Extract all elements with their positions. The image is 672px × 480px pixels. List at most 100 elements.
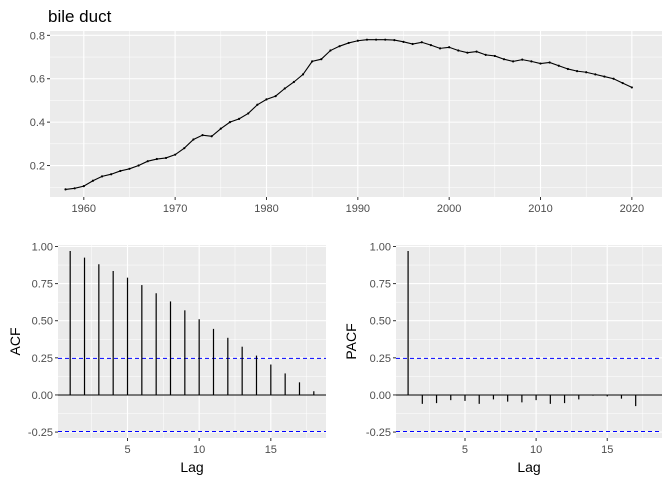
y-tick-label: 0.2 [30,161,45,173]
data-point [320,58,323,61]
y-tick-label: -0.25 [366,427,391,439]
data-point [347,41,350,45]
data-point [402,40,405,43]
y-tick-label: 0.8 [30,30,45,42]
data-point [91,179,95,182]
data-point [73,187,76,190]
panel-background [50,31,662,197]
chart-title: bile duct [48,7,112,26]
pacf-panel: 5 10 15 -0.25 0.00 0.25 0.50 0.75 1.00 Lag PACF [343,241,662,475]
data-point [438,47,442,50]
data-point [448,46,451,49]
x-tick-label: 2020 [620,203,644,215]
y-tick-label: 0.00 [32,390,53,402]
data-point [247,112,250,115]
y-tick-label: 1.00 [370,241,391,253]
x-tick-label: 2010 [528,203,552,215]
data-point [429,44,433,47]
panel-background [396,245,662,438]
data-point [110,173,113,176]
data-point [484,53,487,56]
x-tick-label: 10 [193,444,205,456]
time-series-panel: 1960 1970 1980 1990 2000 2010 2020 0.2 0.4 0.6 0.8 [30,30,662,215]
data-point [411,42,414,46]
data-point [502,58,506,61]
y-tick-label: 0.6 [30,74,45,86]
data-point [512,60,515,63]
data-point [603,75,606,78]
data-point [100,175,104,178]
data-point [201,134,204,137]
data-point [365,38,369,41]
data-point [274,94,277,98]
x-tick-label: 2000 [437,203,461,215]
data-point [155,157,158,161]
data-point [292,80,295,84]
data-point [356,39,359,42]
y-tick-label: 0.25 [370,353,391,365]
x-tick-label: 15 [601,444,613,456]
data-point [475,50,478,53]
data-point [493,54,496,58]
data-point [530,60,533,63]
data-point [119,169,122,173]
y-tick-label: 0.75 [32,279,53,291]
data-point [457,49,460,52]
y-tick-label: 0.50 [370,316,391,328]
acf-panel: 5 10 15 -0.25 0.00 0.25 0.50 0.75 1.00 Lag ACF [7,241,326,475]
data-point [301,73,305,76]
data-point [566,67,570,71]
data-point [521,58,524,61]
data-point [466,51,469,54]
y-tick-label: 0.75 [370,279,391,291]
data-point [237,117,241,120]
data-point [192,138,195,141]
data-point [621,81,624,85]
data-point [265,98,268,101]
data-point [228,121,232,124]
data-point [374,38,378,41]
data-point [630,86,633,89]
data-point [128,167,131,170]
y-tick-label: 0.50 [32,316,53,328]
data-point [338,45,341,48]
data-point [612,77,615,80]
y-tick-label: 1.00 [32,241,53,253]
data-point [311,60,314,63]
data-point [219,127,222,130]
data-point [283,87,286,90]
y-tick-label: 0.00 [370,390,391,402]
data-point [82,185,85,188]
data-point [137,164,140,167]
y-axis-title: PACF [343,323,359,359]
panel-background [58,245,326,438]
data-point [393,39,396,42]
x-tick-label: 10 [530,444,542,456]
y-tick-label: 0.25 [32,353,53,365]
x-tick-label: 1990 [346,203,370,215]
data-point [329,49,332,52]
data-point [183,147,186,150]
data-point [585,71,588,74]
x-tick-label: 5 [124,444,130,456]
data-point [548,61,551,64]
data-point [256,103,259,106]
data-point [174,153,177,156]
data-point [384,38,387,41]
y-tick-label: 0.4 [30,117,45,129]
data-point [420,41,423,44]
x-axis-title: Lag [517,459,540,475]
data-point [539,62,542,65]
data-point [164,156,168,160]
data-point [557,64,560,67]
data-point [210,135,213,138]
x-tick-label: 1980 [254,203,278,215]
x-axis-title: Lag [180,459,203,475]
data-point [64,188,67,191]
y-axis-title: ACF [7,328,23,356]
data-point [575,70,579,73]
y-tick-label: -0.25 [28,427,53,439]
x-tick-label: 1970 [163,203,187,215]
data-point [594,73,597,76]
